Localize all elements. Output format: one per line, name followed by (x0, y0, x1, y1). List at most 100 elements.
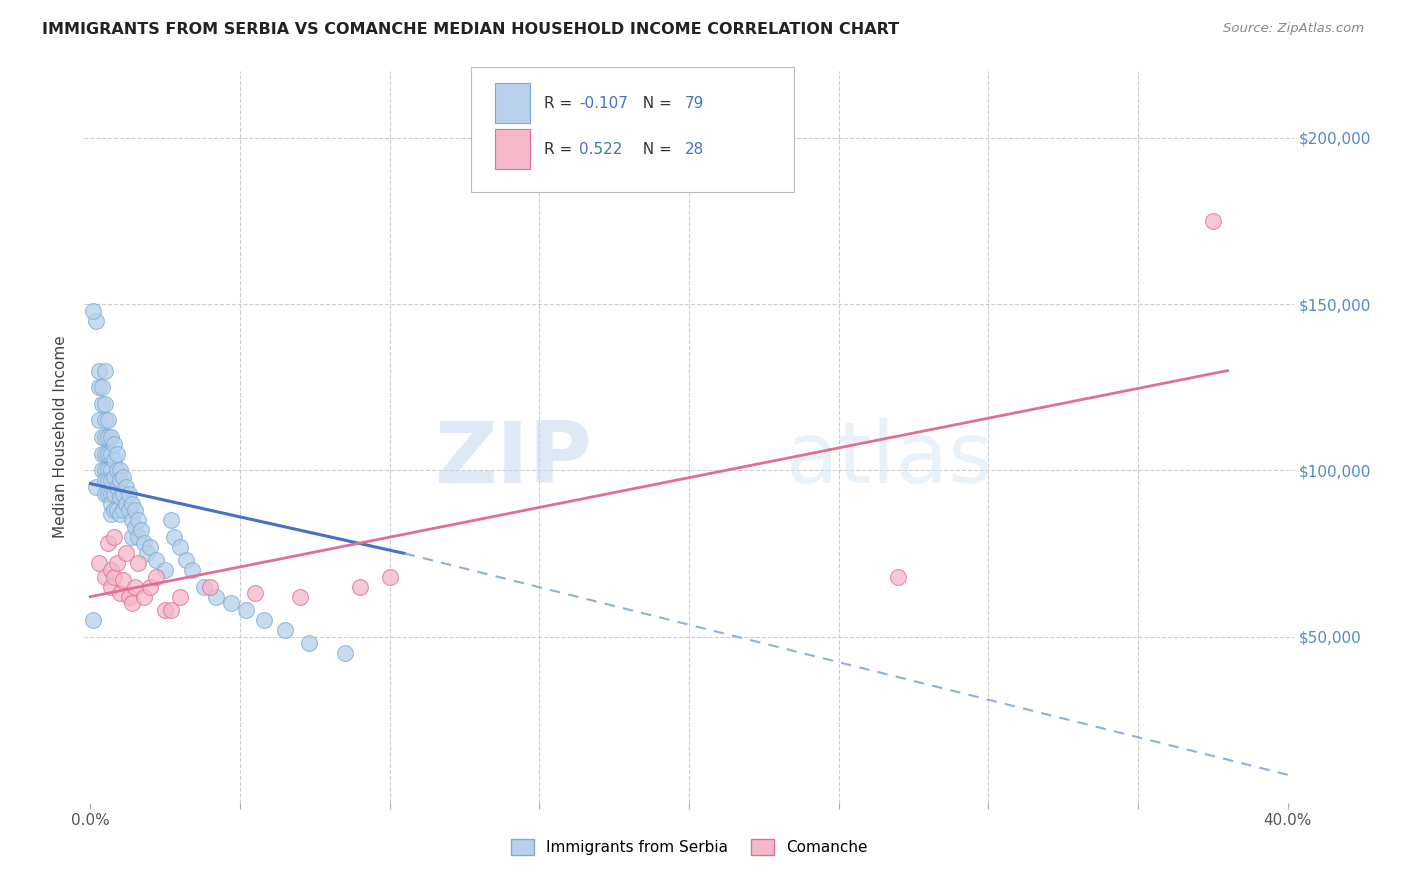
Point (103, 436, 125, 450)
Point (110, 463, 132, 477)
Point (97, 463, 120, 477)
Point (86, 314, 108, 328)
Point (124, 580, 146, 594)
Point (145, 570, 167, 584)
Point (333, 646, 356, 660)
Point (127, 513, 149, 527)
Point (110, 586, 132, 600)
Point (118, 590, 141, 604)
Point (100, 463, 122, 477)
Point (127, 557, 149, 571)
Point (91, 463, 114, 477)
Point (97, 447, 120, 461)
Point (89, 363, 111, 377)
Point (103, 470, 125, 484)
Point (94, 447, 117, 461)
Point (163, 530, 186, 544)
Text: N =: N = (633, 142, 676, 157)
Text: 28: 28 (685, 142, 704, 157)
Point (139, 540, 162, 554)
Point (110, 473, 132, 487)
Point (129, 523, 152, 537)
Text: N =: N = (633, 95, 676, 111)
Point (349, 580, 371, 594)
Point (169, 540, 191, 554)
Point (94, 397, 117, 411)
Point (127, 530, 149, 544)
Point (121, 513, 143, 527)
Point (105, 480, 128, 494)
Point (121, 596, 143, 610)
Text: ZIP: ZIP (434, 417, 592, 500)
Point (153, 563, 176, 577)
Text: R =: R = (544, 95, 578, 111)
Point (219, 596, 242, 610)
Point (121, 530, 143, 544)
Point (97, 473, 120, 487)
Point (169, 590, 191, 604)
Point (97, 430, 120, 444)
Point (100, 486, 122, 500)
Point (100, 497, 122, 511)
Point (100, 563, 122, 577)
Point (94, 473, 117, 487)
Point (153, 603, 176, 617)
Point (91, 380, 114, 394)
Point (89, 557, 111, 571)
Point (100, 580, 122, 594)
Text: 79: 79 (685, 95, 704, 111)
Point (97, 486, 120, 500)
Text: -0.107: -0.107 (579, 95, 628, 111)
Point (115, 497, 138, 511)
Point (110, 490, 132, 504)
Point (124, 520, 146, 534)
Point (103, 570, 125, 584)
Point (160, 603, 183, 617)
Point (100, 507, 122, 521)
Point (139, 580, 162, 594)
Point (86, 480, 108, 494)
Point (118, 503, 141, 517)
Point (103, 453, 125, 467)
Text: R =: R = (544, 142, 582, 157)
Point (100, 473, 122, 487)
Point (89, 413, 111, 427)
Point (82, 303, 104, 318)
Point (94, 486, 117, 500)
Point (112, 470, 135, 484)
Text: IMMIGRANTS FROM SERBIA VS COMANCHE MEDIAN HOUSEHOLD INCOME CORRELATION CHART: IMMIGRANTS FROM SERBIA VS COMANCHE MEDIA… (42, 22, 900, 37)
Point (887, 570, 910, 584)
Point (94, 463, 117, 477)
Point (105, 447, 128, 461)
Point (91, 397, 114, 411)
Text: Source: ZipAtlas.com: Source: ZipAtlas.com (1223, 22, 1364, 36)
Point (378, 570, 401, 584)
Point (136, 546, 159, 560)
Point (89, 380, 111, 394)
Point (124, 503, 146, 517)
Point (97, 536, 120, 550)
Point (100, 447, 122, 461)
Point (193, 580, 215, 594)
Point (91, 447, 114, 461)
Point (115, 480, 138, 494)
Y-axis label: Median Household Income: Median Household Income (53, 335, 69, 539)
Point (181, 563, 204, 577)
Text: atlas: atlas (786, 417, 994, 500)
Point (97, 413, 120, 427)
Point (198, 580, 221, 594)
Point (288, 590, 311, 604)
Point (82, 613, 104, 627)
Point (112, 503, 135, 517)
Point (94, 430, 117, 444)
Point (235, 603, 257, 617)
Legend: Immigrants from Serbia, Comanche: Immigrants from Serbia, Comanche (505, 833, 873, 861)
Point (145, 553, 167, 567)
Point (115, 546, 138, 560)
Point (103, 530, 125, 544)
Point (94, 570, 117, 584)
Point (91, 430, 114, 444)
Point (160, 513, 183, 527)
Point (100, 430, 122, 444)
Point (243, 586, 266, 600)
